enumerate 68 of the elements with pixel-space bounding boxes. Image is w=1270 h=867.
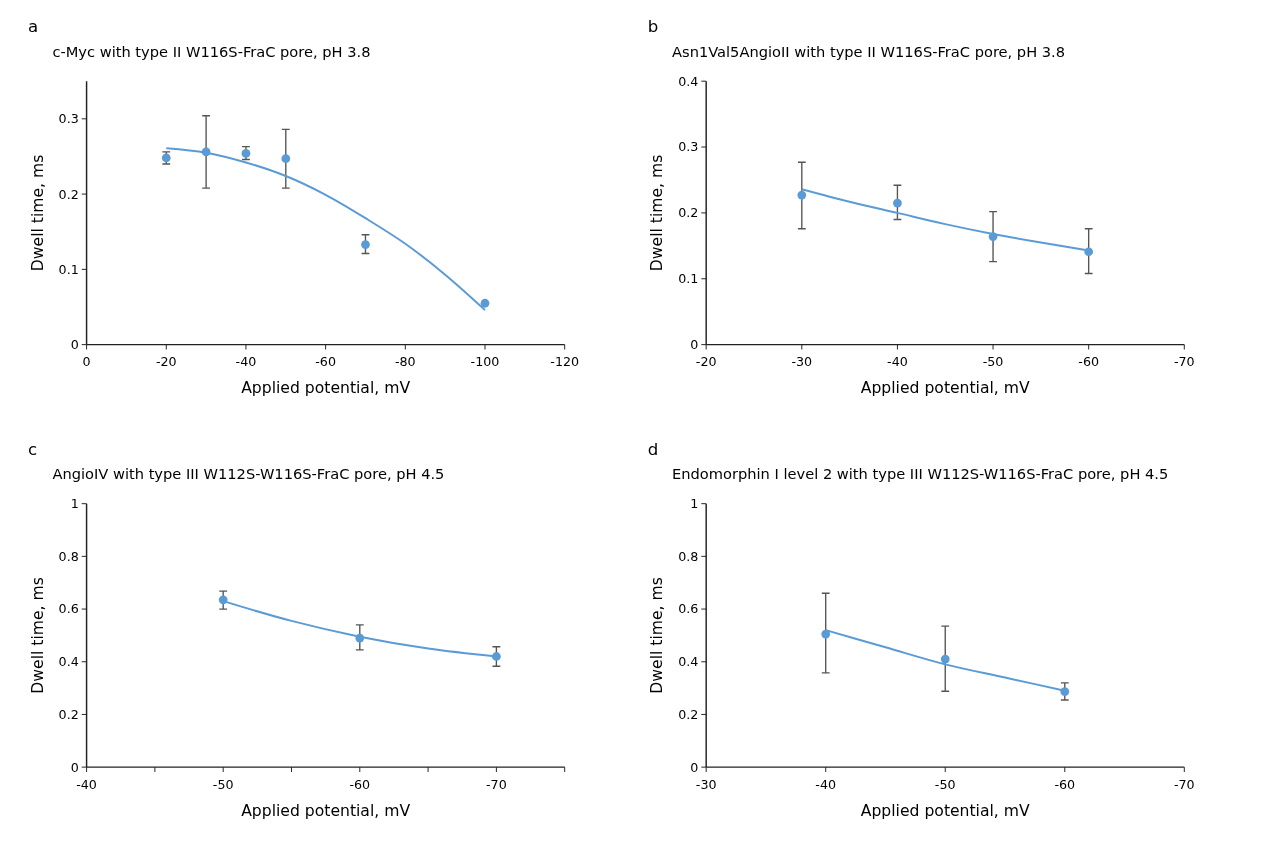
y-tick-label: 0.4 [58,654,79,670]
chart-title: Asn1Val5AngioII with type II W116S-FraC pore, pH 3.8 [672,42,1066,60]
chart-title: AngioIV with type III W112S-W116S-FraC pore, pH 4.5 [52,465,445,483]
point [480,298,490,308]
point [492,652,501,661]
x-axis-title: Applied potential, mV [241,801,411,820]
chart-title: c-Myc with type II W116S-FraC pore, pH 3.8 [52,42,371,60]
text: b [647,17,659,37]
x-tick-label: -30 [695,776,717,792]
y-tick-label: 0.2 [678,205,699,221]
x-tick-label: -80 [394,354,416,370]
y-tick-label: 0.2 [58,706,79,722]
x-tick-label: -120 [550,354,580,370]
y-tick-label: 0.8 [678,548,699,564]
y-tick-label: 0.1 [58,261,79,277]
y-axis-title: Dwell time, ms [28,577,47,694]
y-tick-label: 0.2 [678,706,699,722]
x-tick-label: -50 [982,354,1004,370]
line-series [165,147,486,311]
y-tick-label: 0.2 [58,186,79,202]
y-tick-label: 0.1 [678,271,699,287]
y-axis-title: Dwell time, ms [648,154,667,272]
point [361,240,370,249]
x-axis-title: Applied potential, mV [860,379,1030,398]
y-tick-label: 0.6 [58,601,79,617]
x-tick-label: 0 [82,354,91,370]
x-tick-label: -70 [1173,776,1195,792]
point [281,154,291,164]
x-tick-label: -30 [791,354,813,370]
y-tick-label: 0 [690,337,699,353]
y-tick-label: 1 [70,496,79,512]
x-axis-title: Applied potential, mV [860,801,1030,820]
point [893,198,902,208]
x-tick-label: -100 [470,354,500,370]
x-tick-label: -60 [1078,354,1100,370]
y-tick-label: 0.3 [58,111,79,127]
x-tick-label: -70 [1173,354,1195,370]
x-tick-label: -20 [695,354,717,370]
y-axis-title: Dwell time, ms [648,577,667,694]
point [940,654,950,664]
y-tick-label: 0.3 [678,139,699,155]
point [797,190,807,200]
point [821,629,831,639]
x-tick-label: -60 [349,776,371,792]
x-tick-label: -20 [155,354,177,370]
y-tick-label: 0.4 [678,654,699,670]
y-tick-label: 0 [70,337,79,353]
text: d [647,439,659,459]
x-tick-label: -60 [1054,776,1076,792]
text: c [28,439,38,459]
x-tick-label: -40 [815,776,837,792]
x-tick-label: -60 [315,354,336,370]
y-axis-title: Dwell time, ms [28,154,47,272]
text: a [28,17,39,37]
y-tick-label: 1 [690,496,699,512]
y-tick-label: 0.4 [678,73,699,89]
x-tick-label: -40 [76,776,97,792]
chart-title: Endomorphin I level 2 with type III W112S-W116S-FraC pore, pH 4.5 [672,465,1169,483]
x-tick-label: -50 [934,776,956,792]
x-tick-label: -70 [486,776,507,792]
y-tick-label: 0 [690,759,699,775]
y-tick-label: 0.6 [678,601,699,617]
x-tick-label: -40 [235,354,257,370]
y-tick-label: 0 [70,759,79,775]
x-axis-title: Applied potential, mV [241,379,411,398]
y-tick-label: 0.8 [58,548,79,564]
x-tick-label: -50 [212,776,234,792]
x-tick-label: -40 [887,354,908,370]
